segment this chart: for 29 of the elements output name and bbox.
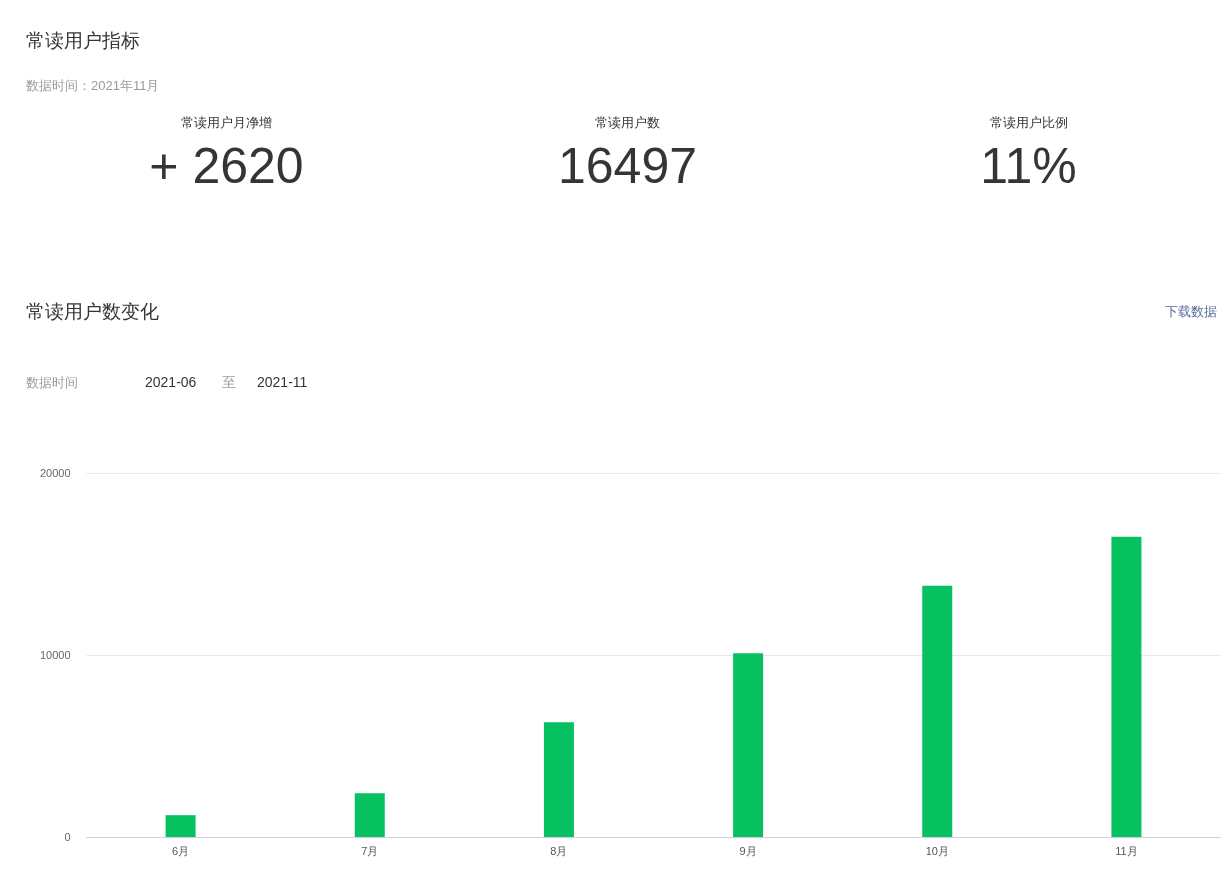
x-tick-label: 8月 [550,844,568,857]
chart-title: 常读用户数变化 [26,301,159,322]
bar [165,815,196,837]
y-tick-label: 0 [64,830,71,843]
bar [1111,536,1142,837]
text: 至 [222,374,236,390]
text: 数据时间：2021年11月 [26,78,160,93]
text: 下载数据 [1165,304,1217,319]
text: 常读用户数 [595,115,660,130]
bar [733,653,764,837]
x-tick-label: 9月 [739,844,757,857]
y-tick-label: 20000 [39,466,71,479]
text: 2021-11 [257,374,308,390]
text: 常读用户月净增 [181,115,272,130]
x-tick-label: 11月 [1115,844,1138,857]
x-tick-label: 10月 [925,844,949,857]
bar [543,722,574,837]
text: 常读用户指标 [26,30,140,51]
x-tick-label: 6月 [172,844,190,857]
text: 11% [980,138,1077,194]
x-tick-label: 7月 [361,844,379,857]
y-tick-label: 10000 [39,648,71,661]
bar [354,793,385,837]
text: 数据时间 [26,375,78,390]
text: 常读用户比例 [989,115,1068,130]
text: 16497 [557,138,698,194]
bar [922,585,953,837]
text: 2021-06 [145,374,197,390]
text: + 2620 [149,138,304,194]
